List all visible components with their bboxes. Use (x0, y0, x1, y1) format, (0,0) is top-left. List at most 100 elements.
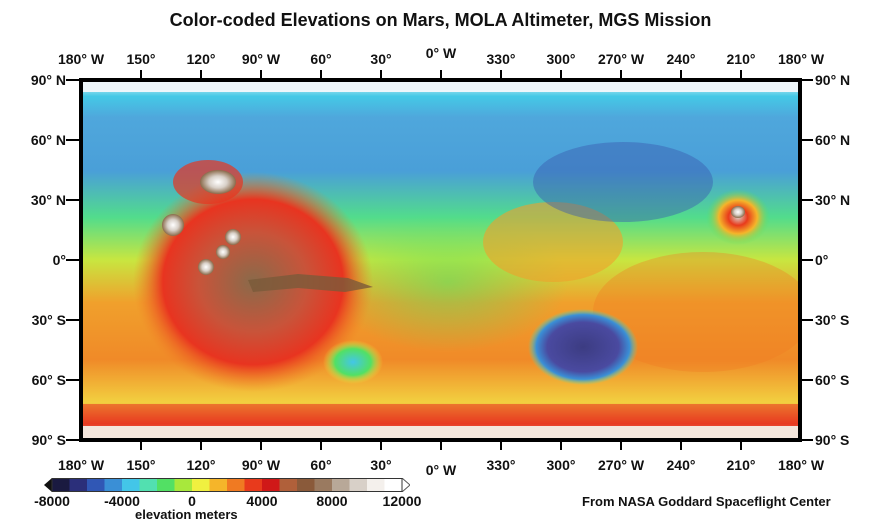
axis-tick (320, 442, 322, 450)
axis-tick (560, 70, 562, 78)
scale-color-cell (174, 478, 193, 492)
scale-color-cell (314, 478, 333, 492)
axis-tick (140, 442, 142, 450)
scale-color-cell (262, 478, 280, 492)
elevation-color-scale (44, 476, 411, 494)
scale-label: 8000 (316, 493, 348, 509)
scale-color-cell (297, 478, 315, 492)
longitude-label-top: 30° (370, 51, 392, 67)
longitude-label-top: 330° (486, 51, 516, 67)
axis-tick (66, 439, 79, 441)
scale-color-cell (384, 478, 403, 492)
axis-tick (802, 259, 813, 261)
longitude-label-top: 240° (666, 51, 696, 67)
map-title: Color-coded Elevations on Mars, MOLA Alt… (169, 10, 712, 30)
latitude-label-left: 30° S (31, 312, 66, 328)
scale-label: 4000 (246, 493, 278, 509)
longitude-label-bottom: 180° W (57, 457, 105, 473)
axis-tick (500, 442, 502, 450)
latitude-label-right: 60° S (815, 372, 850, 388)
scale-label: 12000 (382, 493, 422, 509)
axis-tick (802, 139, 813, 141)
longitude-label-top: 180° W (57, 51, 105, 67)
latitude-label-left: 60° S (31, 372, 66, 388)
axis-tick (680, 442, 682, 450)
scale-right-arrow-icon (401, 476, 411, 494)
scale-color-cell (227, 478, 245, 492)
longitude-label-top: 60° (310, 51, 332, 67)
elevation-image (83, 82, 798, 438)
scale-color-cell (139, 478, 158, 492)
scale-color-cell (209, 478, 228, 492)
longitude-label-bottom: 300° (546, 457, 576, 473)
scale-title: elevation meters (135, 507, 238, 522)
color-scale-graphic (44, 476, 411, 494)
longitude-label-bottom: 30° (370, 457, 392, 473)
scale-label: -4000 (104, 493, 140, 509)
longitude-label-bottom: 180° W (777, 457, 825, 473)
latitude-label-left: 60° N (30, 132, 66, 148)
longitude-label-top: 120° (186, 51, 216, 67)
longitude-label-bottom: 240° (666, 457, 696, 473)
scale-color-cell (104, 478, 123, 492)
credit-text: From NASA Goddard Spaceflight Center (582, 494, 831, 509)
latitude-label-right: 30° N (815, 192, 851, 208)
axis-tick (802, 79, 813, 81)
longitude-label-bottom: 150° (126, 457, 156, 473)
axis-tick (740, 70, 742, 78)
longitude-label-top: 270° W (597, 51, 645, 67)
scale-color-cell (279, 478, 298, 492)
scale-label: -8000 (34, 493, 70, 509)
axis-tick (802, 319, 813, 321)
mars-elevation-map (79, 78, 802, 442)
latitude-label-right: 30° S (815, 312, 850, 328)
scale-color-cell (157, 478, 175, 492)
axis-tick (620, 70, 622, 78)
axis-tick (380, 442, 382, 450)
latitude-label-left: 30° N (30, 192, 66, 208)
latitude-label-right: 90° N (815, 72, 851, 88)
latitude-label-right: 0° (815, 252, 829, 268)
longitude-label-bottom: 60° (310, 457, 332, 473)
axis-tick (260, 70, 262, 78)
longitude-label-bottom: 0° W (425, 462, 457, 478)
longitude-label-bottom: 330° (486, 457, 516, 473)
axis-tick (380, 70, 382, 78)
axis-tick (66, 199, 79, 201)
axis-tick (440, 70, 442, 78)
latitude-label-right: 60° N (815, 132, 851, 148)
axis-tick (802, 379, 813, 381)
longitude-label-bottom: 120° (186, 457, 216, 473)
latitude-label-left: 90° S (31, 432, 66, 448)
longitude-label-top: 180° W (777, 51, 825, 67)
scale-color-cell (52, 478, 70, 492)
longitude-label-bottom: 90° W (241, 457, 281, 473)
axis-tick (66, 139, 79, 141)
axis-tick (740, 442, 742, 450)
longitude-label-top: 90° W (241, 51, 281, 67)
scale-color-cell (122, 478, 140, 492)
axis-tick (802, 439, 813, 441)
scale-color-cell (332, 478, 350, 492)
scale-color-cell (367, 478, 385, 492)
axis-tick (620, 442, 622, 450)
axis-tick (200, 70, 202, 78)
longitude-label-bottom: 270° W (597, 457, 645, 473)
longitude-label-top: 0° W (425, 45, 457, 61)
scale-left-arrow-icon (44, 478, 52, 492)
axis-tick (200, 442, 202, 450)
axis-tick (680, 70, 682, 78)
scale-color-cell (69, 478, 88, 492)
longitude-label-top: 300° (546, 51, 576, 67)
axis-tick (560, 442, 562, 450)
axis-tick (260, 442, 262, 450)
axis-tick (66, 379, 79, 381)
axis-tick (500, 70, 502, 78)
scale-color-cell (87, 478, 105, 492)
scale-label: 0 (188, 493, 196, 509)
scale-color-cell (244, 478, 263, 492)
longitude-label-top: 210° (726, 51, 756, 67)
axis-tick (440, 442, 442, 450)
axis-tick (66, 259, 79, 261)
axis-tick (320, 70, 322, 78)
